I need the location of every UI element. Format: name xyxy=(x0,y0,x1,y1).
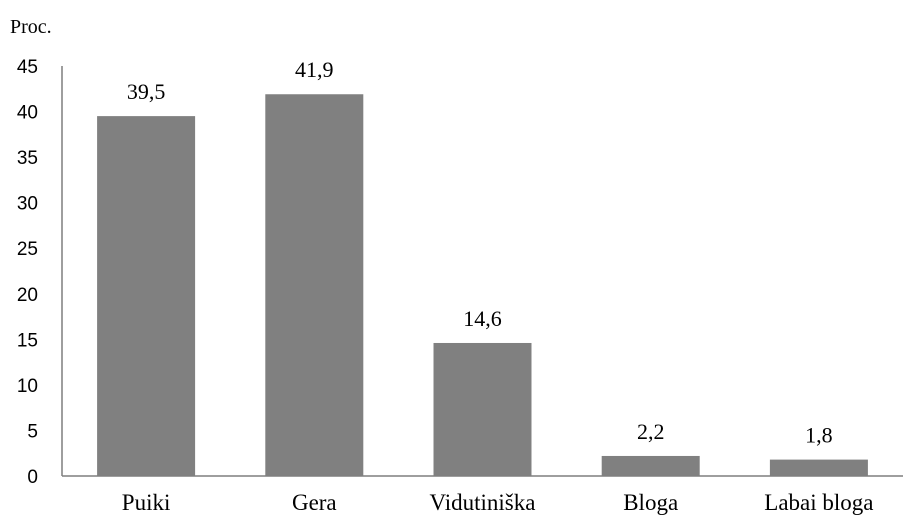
bar xyxy=(769,459,868,476)
y-tick-label: 40 xyxy=(17,103,38,124)
y-tick-label: 0 xyxy=(27,467,38,488)
data-label: 41,9 xyxy=(295,57,334,82)
bar xyxy=(97,116,196,476)
x-tick-label: Vidutiniška xyxy=(430,490,536,515)
data-label: 39,5 xyxy=(127,79,166,104)
y-axis-ticks: 0 5 10 15 20 25 30 35 40 45 xyxy=(17,57,38,488)
bar xyxy=(433,342,532,476)
y-tick-label: 20 xyxy=(17,285,38,306)
x-tick-label: Labai bloga xyxy=(764,490,873,515)
bar xyxy=(265,94,364,476)
bar-series xyxy=(97,94,868,476)
x-axis-labels: Puiki Gera Vidutiniška Bloga Labai bloga xyxy=(122,490,874,515)
x-tick-label: Bloga xyxy=(623,490,678,515)
x-tick-label: Gera xyxy=(292,490,337,515)
y-tick-label: 5 xyxy=(27,421,38,442)
data-label: 1,8 xyxy=(805,423,833,448)
y-tick-label: 15 xyxy=(17,330,38,351)
data-label: 2,2 xyxy=(637,419,665,444)
y-tick-label: 45 xyxy=(17,57,38,78)
y-tick-label: 30 xyxy=(17,194,38,215)
y-tick-label: 10 xyxy=(17,376,38,397)
y-axis-label: Proc. xyxy=(10,16,52,38)
value-labels: 39,5 41,9 14,6 2,2 1,8 xyxy=(127,57,833,447)
y-tick-label: 35 xyxy=(17,148,38,169)
bar xyxy=(601,455,700,476)
data-label: 14,6 xyxy=(463,306,502,331)
y-tick-label: 25 xyxy=(17,239,38,260)
x-tick-label: Puiki xyxy=(122,490,171,515)
